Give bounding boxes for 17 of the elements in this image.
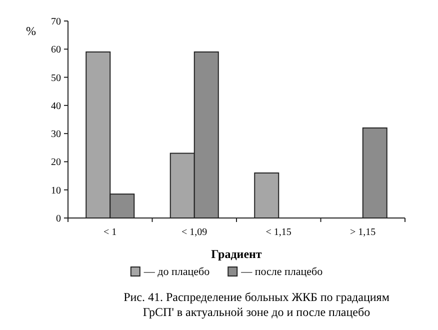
legend-label: — до плацебо bbox=[142, 266, 210, 278]
x-tick-label: < 1 bbox=[104, 227, 117, 238]
y-tick-label: 10 bbox=[51, 185, 61, 196]
x-tick-label: < 1,15 bbox=[266, 227, 292, 238]
y-tick-label: 70 bbox=[51, 16, 61, 28]
y-tick-label: 30 bbox=[51, 129, 61, 140]
y-tick-label: 20 bbox=[51, 157, 61, 168]
y-tick-label: 40 bbox=[51, 100, 61, 112]
y-tick-label: 50 bbox=[51, 72, 61, 84]
y-tick-label: 0 bbox=[56, 214, 61, 224]
y-tick-label: 60 bbox=[51, 44, 61, 56]
x-tick-label: > 1,15 bbox=[350, 227, 376, 238]
x-axis-title: Градиент bbox=[211, 247, 262, 261]
text: Рис. 41. Распределение больных ЖКБ по градациям ГрСП' в актуальной зоне до и после плацебо bbox=[124, 290, 390, 319]
x-tick-label: < 1,09 bbox=[182, 227, 208, 238]
y-axis-title: % bbox=[26, 24, 36, 38]
legend-label: — после плацебо bbox=[240, 266, 324, 278]
